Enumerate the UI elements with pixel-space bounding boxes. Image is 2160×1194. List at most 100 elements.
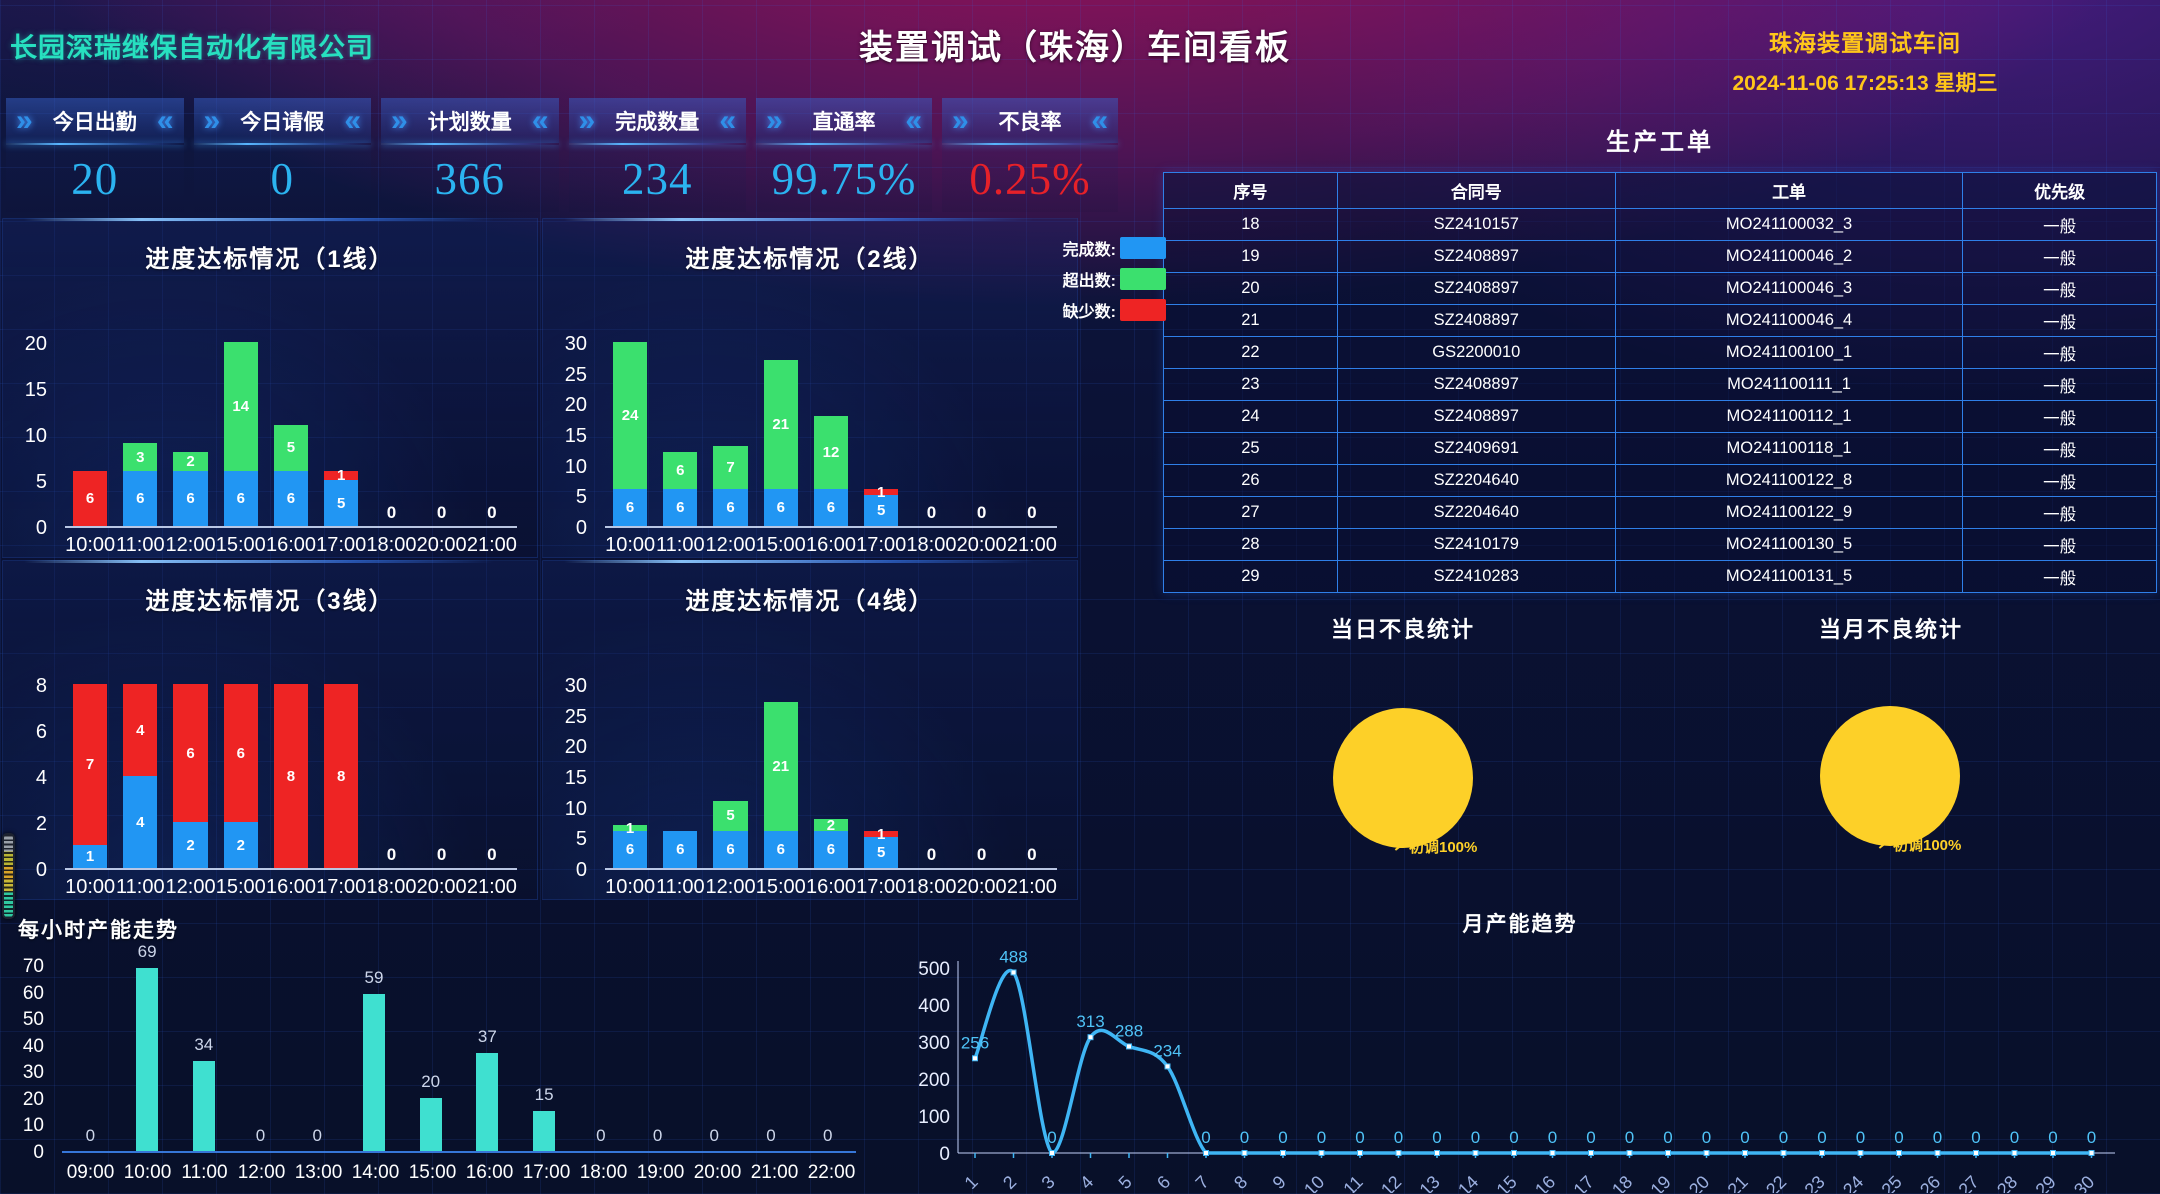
kpi-value: 0 [270,153,294,204]
bar-column: 0 [436,845,447,864]
y-axis: 0 5 10 15 20 25 30 [564,675,587,881]
kpi-value: 366 [434,153,505,204]
x-tick-label: 20:00 [693,1162,742,1183]
table-cell: MO241100122_8 [1614,464,1964,497]
monthly-defect-pie [1820,706,1960,846]
svg-text:20: 20 [1685,1172,1713,1193]
bar-segment: 4 [123,776,158,868]
svg-text:500: 500 [918,959,950,980]
legend-swatch [1120,237,1166,259]
table-cell: MO241100046_3 [1614,272,1964,305]
bar-segment: 2 [173,452,208,471]
svg-text:0: 0 [1856,1128,1865,1147]
double-arrow-left-icon: « [531,103,549,137]
kpi-value: 20 [71,153,119,204]
bar-segment: 2 [173,822,208,868]
table-cell: 一般 [1962,208,2157,241]
double-arrow-left-icon: « [905,103,922,137]
x-tick-label: 11:00 [181,1162,228,1183]
kpi-underline [6,143,184,145]
bar-segment: 6 [273,470,309,526]
x-tick-label: 13:00 [294,1162,343,1183]
svg-text:288: 288 [1115,1021,1143,1040]
svg-text:3: 3 [1038,1172,1059,1193]
x-tick-label: 21:00 [750,1162,799,1183]
x-tick-label: 16:00 [265,876,317,898]
table-cell: 18 [1163,208,1338,241]
table-row: 26 SZ2204640 MO241100122_8 一般 [1163,464,2157,497]
bar-segment: 5 [324,480,359,526]
daily-defect-pie [1333,708,1473,848]
double-arrow-left-icon: « [1091,103,1108,137]
bar-column: 6 [65,344,115,526]
svg-text:8: 8 [1230,1172,1251,1193]
table-cell: 28 [1163,528,1338,561]
bar [476,1052,499,1151]
svg-text:0: 0 [2048,1128,2057,1147]
svg-text:13: 13 [1416,1172,1444,1193]
bar-column: 0 [822,1126,833,1145]
bar-segment: 8 [273,684,309,868]
bar-column: 69 [119,942,176,1151]
table-header-cell: 优先级 [1962,172,2157,209]
table-row: 23 SZ2408897 MO241100111_1 一般 [1163,368,2157,401]
bar-segment: 6 [173,684,208,822]
table-cell: MO241100112_1 [1614,400,1964,433]
svg-text:400: 400 [918,996,950,1017]
bar-column: 8 [316,684,366,868]
kpi-value: 234 [622,153,693,204]
x-tick-label: 12:00 [237,1162,286,1183]
kpi-underline [942,143,1118,145]
x-tick-label: 12:00 [165,876,216,898]
kpi-underline [193,143,371,145]
bar-chart-legend: 完成数: 超出数: 缺少数: [1058,236,1166,322]
svg-text:17: 17 [1570,1172,1598,1193]
bar-column: 0 [386,503,397,522]
chart-title: 进度达标情况（1线） [145,246,395,273]
chart-title: 每小时产能走势 [18,919,179,942]
svg-text:24: 24 [1839,1172,1867,1193]
svg-text:0: 0 [1432,1128,1441,1147]
bar [192,1060,215,1151]
legend-swatch [1120,299,1166,321]
table-cell: 一般 [1962,560,2157,593]
kpi-underline [756,143,932,145]
table-cell: 19 [1163,240,1338,273]
bar-segment: 7 [713,446,748,490]
svg-text:0: 0 [1740,1128,1749,1147]
bar-segment: 3 [123,443,158,471]
x-tick-label: 09:00 [66,1162,115,1183]
plot-area: 6 1 6 6 5 6 21 6 2 5 1 0 0 0 [605,686,1057,870]
x-tick-label: 10:00 [123,1162,172,1183]
svg-text:0: 0 [1625,1128,1634,1147]
svg-text:5: 5 [1115,1172,1136,1193]
edge-slider-widget[interactable] [2,833,15,919]
x-tick-label: 15:00 [755,876,806,898]
table-cell: MO241100131_5 [1614,560,1964,593]
bar-column: 6 21 [756,344,806,526]
table-cell: MO241100111_1 [1614,368,1964,401]
bar-column: 37 [459,967,516,1151]
workshop-name: 珠海装置调试车间 [1769,30,1961,56]
bar-column: 0 [976,845,987,864]
production-table-panel: 序号 合同号 工单 优先级 18 SZ2410157 MO241100032_3 一般 19 S… [1163,172,2157,593]
svg-text:300: 300 [918,1033,950,1054]
svg-text:0: 0 [1201,1128,1210,1147]
x-tick-label: 10:00 [605,534,656,556]
x-tick-label: 11:00 [656,876,705,898]
bar-column: 0 [1027,845,1037,864]
svg-text:7: 7 [1192,1172,1213,1193]
kpi-group-right: » 直通率 «99.75%» 不良率 «0.25% [756,98,1118,212]
double-arrow-right-icon: » [578,103,596,137]
x-tick-label: 16:00 [805,876,857,898]
svg-text:2: 2 [999,1172,1020,1193]
bar-column: 6 24 [605,342,655,526]
x-tick-label: 12:00 [705,534,756,556]
bar-column: 34 [175,967,232,1151]
